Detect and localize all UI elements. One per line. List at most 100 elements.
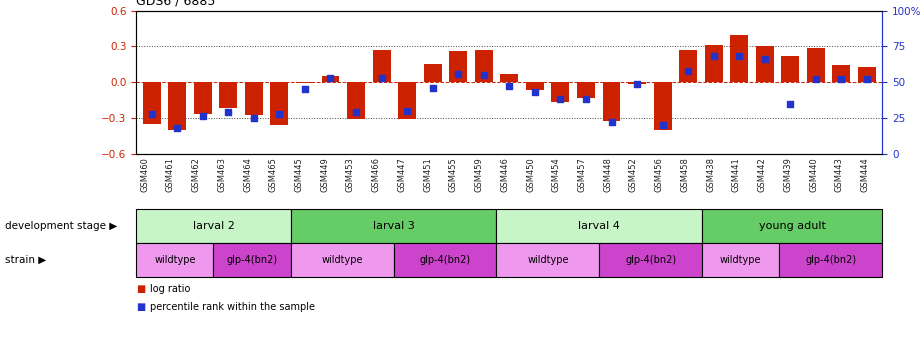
Text: GSM451: GSM451 [423,157,432,192]
Bar [347,82,365,119]
Bar [602,82,621,121]
Point [247,115,262,121]
Text: GSM454: GSM454 [552,157,561,192]
Bar [730,35,748,82]
Text: larval 3: larval 3 [373,221,414,231]
Bar [654,82,671,130]
Bar [398,82,416,119]
Point [783,101,798,106]
Text: GSM449: GSM449 [321,157,329,192]
Bar [475,50,493,82]
Text: GSM452: GSM452 [629,157,638,192]
Point [630,81,645,86]
Bar [807,47,825,82]
Point [169,125,184,131]
Point [476,72,491,78]
Point [834,76,849,82]
Point [528,89,542,95]
Text: wildtype: wildtype [321,255,363,265]
Bar [449,51,467,82]
Text: GSM447: GSM447 [398,157,406,192]
Text: GSM460: GSM460 [140,157,149,192]
Text: GSM450: GSM450 [526,157,535,192]
Text: log ratio: log ratio [150,284,191,294]
Point [297,86,312,92]
Point [604,119,619,125]
Text: larval 4: larval 4 [578,221,620,231]
Bar [858,67,876,82]
Bar [321,76,340,82]
Point [578,96,593,102]
Text: GSM444: GSM444 [860,157,869,192]
Bar [781,56,799,82]
Bar [219,82,238,108]
Bar [373,50,391,82]
Text: GSM443: GSM443 [834,157,844,192]
Bar [705,45,723,82]
Point [221,109,236,115]
Bar [424,64,441,82]
Text: GSM441: GSM441 [732,157,740,192]
Text: GSM448: GSM448 [603,157,612,192]
Point [809,76,823,82]
Text: GSM455: GSM455 [449,157,458,192]
Text: larval 2: larval 2 [192,221,235,231]
Point [502,84,517,89]
Text: GSM440: GSM440 [809,157,818,192]
Bar [500,74,519,82]
Text: GSM459: GSM459 [474,157,484,192]
Text: wildtype: wildtype [527,255,568,265]
Point [426,85,440,91]
Point [655,122,670,128]
Point [732,54,747,59]
Text: wildtype: wildtype [154,255,195,265]
Text: GSM465: GSM465 [269,157,278,192]
Text: GSM466: GSM466 [372,157,380,192]
Text: glp-4(bn2): glp-4(bn2) [419,255,471,265]
Bar [756,46,774,82]
Text: GSM439: GSM439 [783,157,792,192]
Bar [833,65,850,82]
Bar [193,82,212,114]
Point [349,109,364,115]
Text: GSM462: GSM462 [192,157,201,192]
Point [145,111,159,116]
Bar [271,82,288,125]
Point [757,56,772,62]
Text: wildtype: wildtype [720,255,762,265]
Bar [679,50,697,82]
Bar [169,82,186,130]
Text: GSM438: GSM438 [706,157,715,192]
Point [400,108,414,114]
Text: glp-4(bn2): glp-4(bn2) [625,255,676,265]
Text: GSM442: GSM442 [758,157,766,192]
Point [195,114,210,119]
Text: strain ▶: strain ▶ [5,255,46,265]
Bar [245,82,262,115]
Text: glp-4(bn2): glp-4(bn2) [227,255,277,265]
Point [859,76,874,82]
Text: young adult: young adult [759,221,826,231]
Text: percentile rank within the sample: percentile rank within the sample [150,302,315,312]
Text: GSM464: GSM464 [243,157,252,192]
Text: GSM463: GSM463 [217,157,227,192]
Point [553,96,567,102]
Text: ■: ■ [136,284,146,294]
Point [681,68,695,74]
Point [706,54,721,59]
Text: GSM456: GSM456 [655,157,664,192]
Text: GSM445: GSM445 [295,157,304,192]
Bar [143,82,160,124]
Text: GSM458: GSM458 [681,157,690,192]
Bar [296,82,314,83]
Text: glp-4(bn2): glp-4(bn2) [805,255,857,265]
Text: GSM453: GSM453 [346,157,355,192]
Text: GSM446: GSM446 [500,157,509,192]
Text: development stage ▶: development stage ▶ [5,221,117,231]
Text: GSM461: GSM461 [166,157,175,192]
Text: GDS6 / 6885: GDS6 / 6885 [136,0,216,7]
Text: ■: ■ [136,302,146,312]
Point [374,75,389,81]
Point [451,71,466,76]
Text: GSM457: GSM457 [577,157,587,192]
